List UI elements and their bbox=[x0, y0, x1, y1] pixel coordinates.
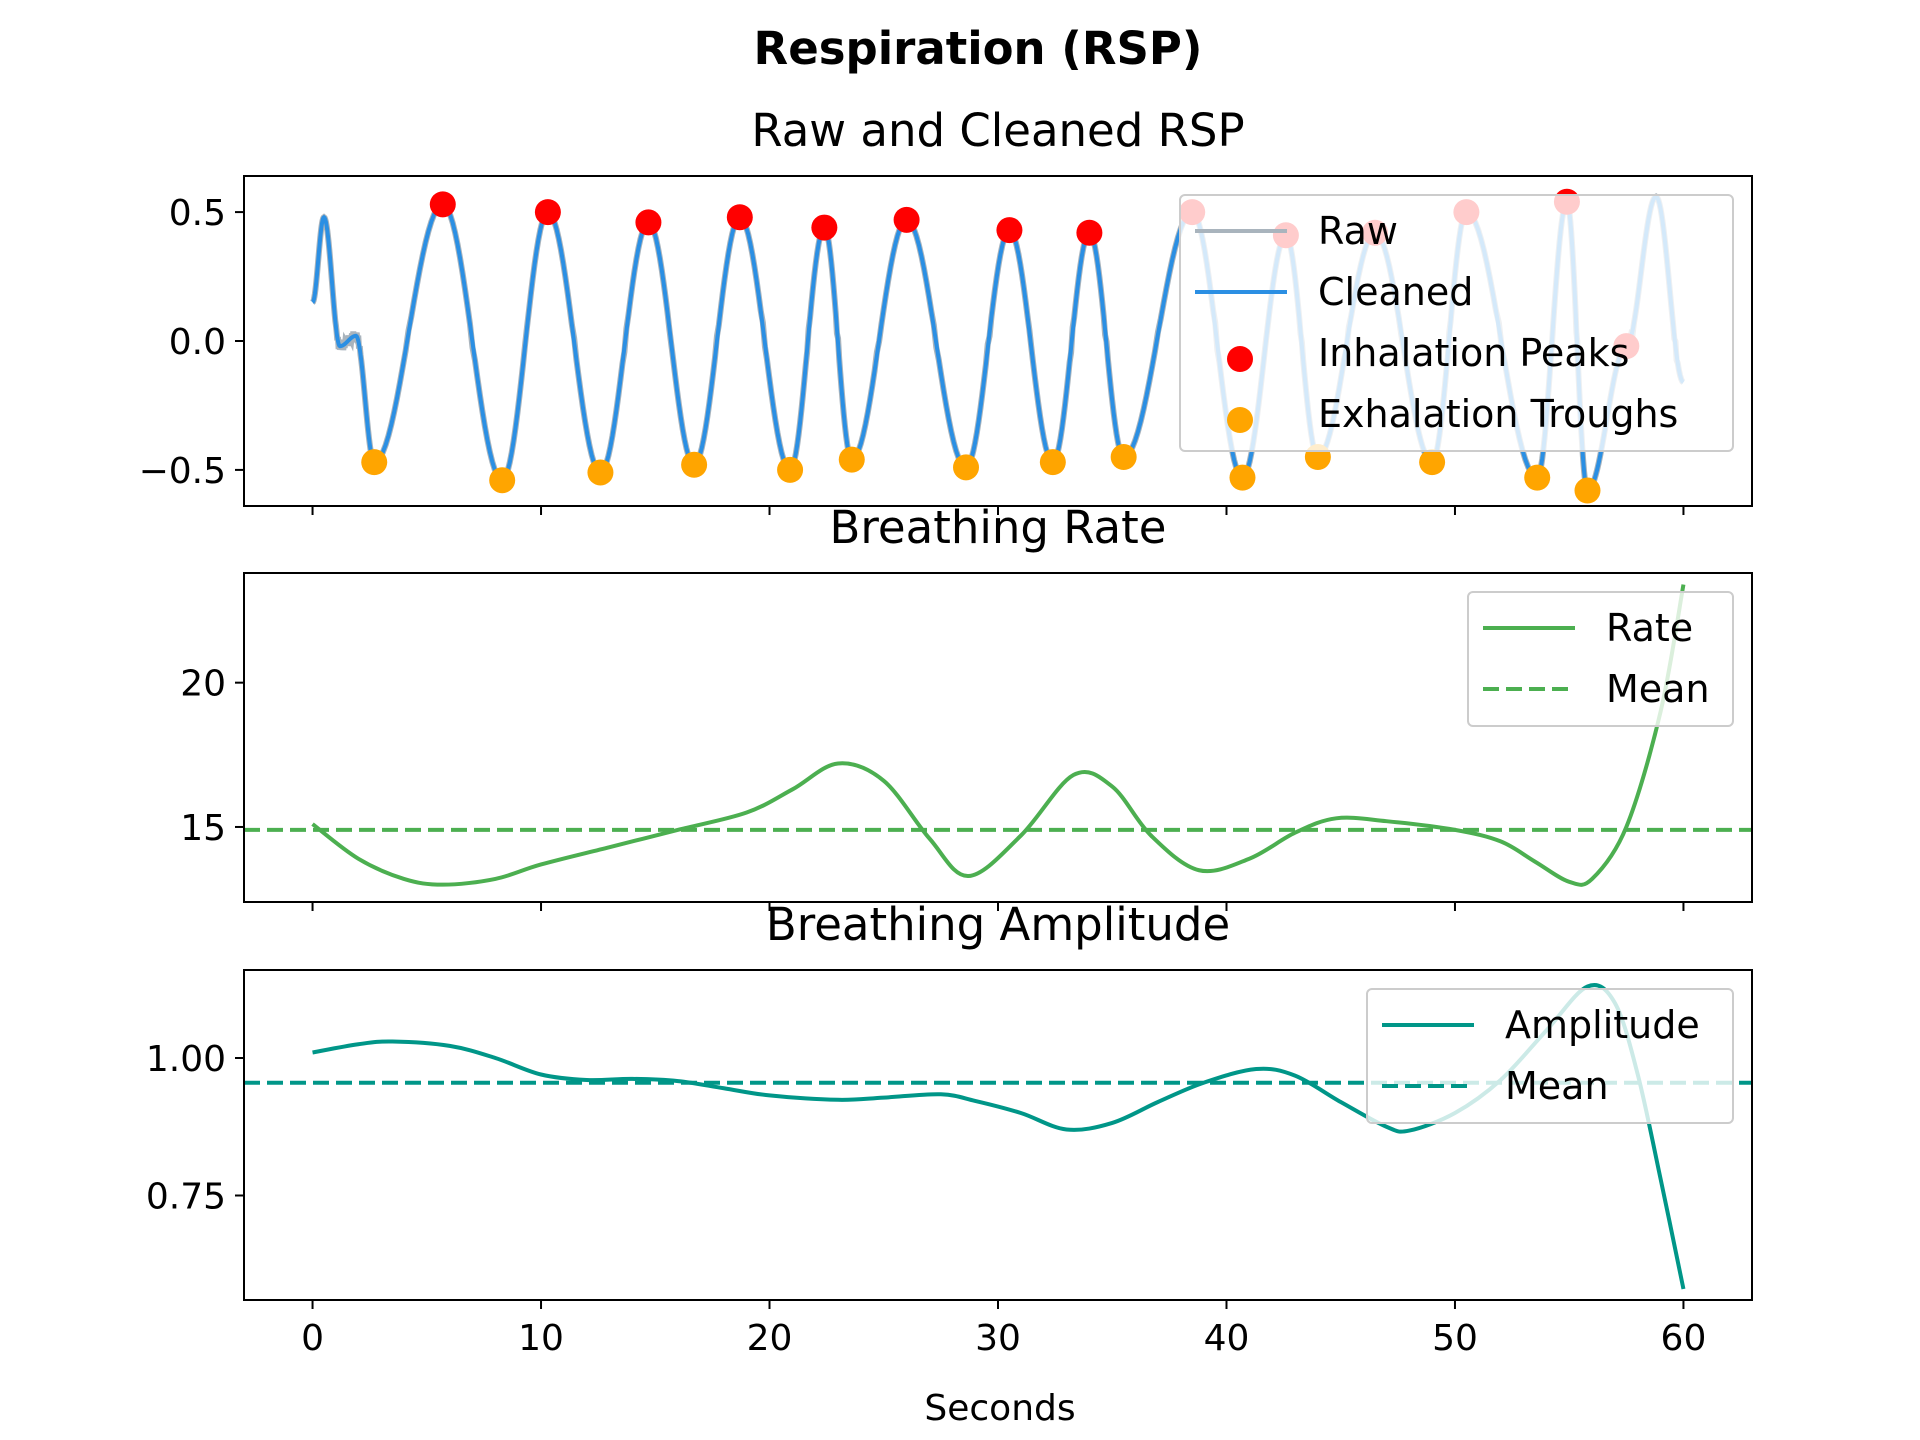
legend-label: Cleaned bbox=[1318, 270, 1473, 314]
inhalation-peak-marker bbox=[534, 199, 561, 226]
legend-label: Rate bbox=[1606, 606, 1693, 650]
x-tick-label: 30 bbox=[975, 1318, 1021, 1359]
x-tick-label: 60 bbox=[1661, 1318, 1707, 1359]
exhalation-trough-marker bbox=[953, 454, 980, 481]
x-tick-label: 50 bbox=[1432, 1318, 1478, 1359]
x-tick-label: 20 bbox=[747, 1318, 793, 1359]
y-tick-label: 1.00 bbox=[146, 1039, 226, 1080]
legend-box bbox=[1467, 591, 1734, 727]
legend-label: Mean bbox=[1606, 667, 1710, 711]
chart-panel-1: Raw and Cleaned RSP −0.5 0.0 0.5 Raw Cleaned I… bbox=[139, 104, 1753, 515]
y-tick-label: −0.5 bbox=[139, 451, 226, 492]
exhalation-trough-marker bbox=[838, 446, 865, 473]
inhalation-peak-marker bbox=[811, 214, 838, 241]
legend-label: Exhalation Troughs bbox=[1318, 392, 1678, 436]
chart-panel-2: Breathing Rate 15 20 Rate Mean bbox=[180, 501, 1753, 911]
legend: Rate Mean bbox=[1467, 591, 1734, 727]
x-tick-label: 0 bbox=[301, 1318, 324, 1359]
legend: Raw Cleaned Inhalation Peaks Exhalation Tro… bbox=[1179, 194, 1734, 452]
exhalation-trough-marker bbox=[1524, 464, 1551, 491]
chart-panels: Raw and Cleaned RSP −0.5 0.0 0.5 Raw Cleaned I… bbox=[139, 104, 1753, 1359]
exhalation-trough-marker bbox=[1419, 449, 1446, 476]
exhalation-trough-marker bbox=[361, 449, 388, 476]
plot-area bbox=[244, 584, 1752, 887]
inhalation-peak-marker bbox=[1076, 219, 1103, 246]
panel-title: Breathing Rate bbox=[830, 501, 1167, 554]
exhalation-trough-marker bbox=[1229, 464, 1256, 491]
inhalation-peak-marker bbox=[429, 191, 456, 218]
chart-panel-3: Breathing Amplitude 0.75 1.00 0 10 20 30 40 50 60… bbox=[146, 898, 1753, 1359]
panel-title: Raw and Cleaned RSP bbox=[751, 104, 1244, 157]
inhalation-peak-marker bbox=[635, 209, 662, 236]
exhalation-trough-marker bbox=[1110, 444, 1137, 471]
exhalation-trough-marker bbox=[681, 451, 708, 478]
legend-marker bbox=[1227, 346, 1253, 372]
x-tick-label: 10 bbox=[518, 1318, 564, 1359]
legend-label: Mean bbox=[1505, 1064, 1609, 1108]
inhalation-peak-marker bbox=[996, 217, 1023, 244]
legend-box bbox=[1366, 988, 1734, 1124]
y-tick-label: 0.75 bbox=[146, 1177, 226, 1218]
y-tick-label: 0.0 bbox=[169, 322, 226, 363]
panel-title: Breathing Amplitude bbox=[766, 898, 1230, 951]
x-axis-label: Seconds bbox=[924, 1388, 1075, 1429]
legend-marker bbox=[1227, 407, 1253, 433]
exhalation-trough-marker bbox=[777, 456, 804, 483]
legend-label: Amplitude bbox=[1505, 1003, 1700, 1047]
y-tick-label: 20 bbox=[180, 664, 226, 705]
legend-label: Inhalation Peaks bbox=[1318, 331, 1629, 375]
legend-label: Raw bbox=[1318, 209, 1398, 253]
inhalation-peak-marker bbox=[893, 206, 920, 233]
exhalation-trough-marker bbox=[587, 459, 614, 486]
y-tick-label: 0.5 bbox=[169, 193, 226, 234]
rate-line bbox=[311, 584, 1686, 887]
exhalation-trough-marker bbox=[1574, 477, 1601, 504]
exhalation-trough-marker bbox=[1039, 449, 1066, 476]
inhalation-peak-marker bbox=[726, 204, 753, 231]
figure-suptitle: Respiration (RSP) bbox=[754, 22, 1203, 75]
y-tick-label: 15 bbox=[180, 808, 226, 849]
x-tick-label: 40 bbox=[1204, 1318, 1250, 1359]
legend: Amplitude Mean bbox=[1366, 988, 1734, 1124]
exhalation-trough-marker bbox=[489, 467, 516, 494]
legend-box bbox=[1179, 194, 1734, 452]
